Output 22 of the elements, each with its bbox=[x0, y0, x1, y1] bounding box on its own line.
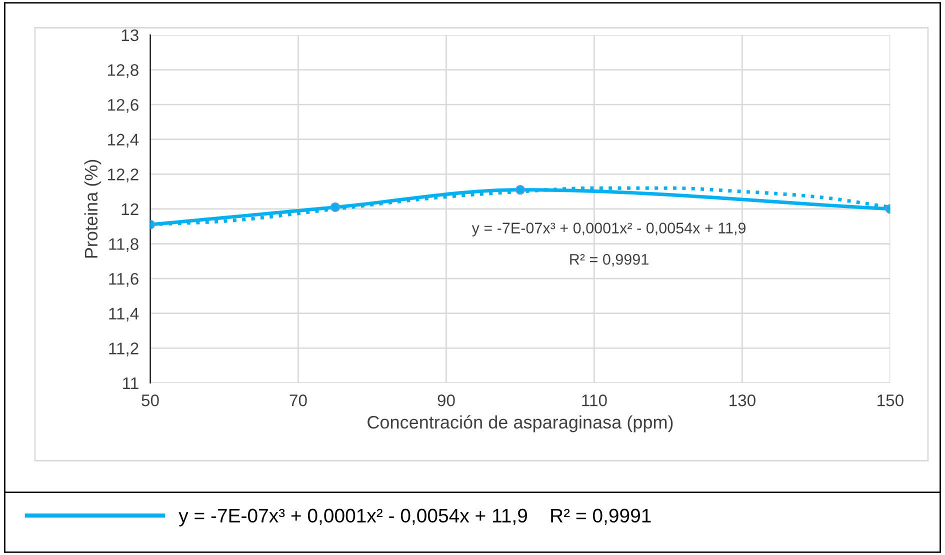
y-axis-title: Proteina (%) bbox=[84, 160, 102, 258]
y-tick-label: 11,2 bbox=[109, 342, 138, 356]
y-tick-label: 11 bbox=[123, 378, 138, 389]
y-tick-label: 11,8 bbox=[109, 238, 138, 252]
annotation: R² = 0,9991 bbox=[570, 254, 648, 267]
y-tick-label: 12,4 bbox=[108, 134, 139, 148]
text: y = -7E-07x³ + 0,0001x² - 0,0054x + 11,9 R² = 0,9991 bbox=[178, 508, 651, 526]
y-tick-label: 13 bbox=[122, 29, 138, 42]
y-tick-label: 12,6 bbox=[108, 98, 138, 113]
x-tick-label: 90 bbox=[438, 394, 455, 406]
y-tick-label: 11,4 bbox=[109, 308, 139, 322]
y-tick-label: 11,6 bbox=[109, 272, 138, 287]
annotation: y = -7E-07x³ + 0,0001x² - 0,0054x + 11,9 bbox=[472, 222, 746, 236]
x-tick-label: 150 bbox=[878, 394, 904, 406]
x-tick-label: 110 bbox=[582, 394, 607, 406]
y-tick-label: 12 bbox=[122, 203, 138, 215]
x-tick-label: 130 bbox=[730, 394, 756, 406]
x-tick-label: 50 bbox=[142, 394, 159, 406]
x-tick-label: 70 bbox=[290, 394, 307, 406]
y-tick-label: 12,2 bbox=[108, 168, 138, 182]
y-tick-label: 12,8 bbox=[108, 64, 138, 78]
x-axis-title: Concentración de asparaginasa (ppm) bbox=[368, 415, 673, 432]
